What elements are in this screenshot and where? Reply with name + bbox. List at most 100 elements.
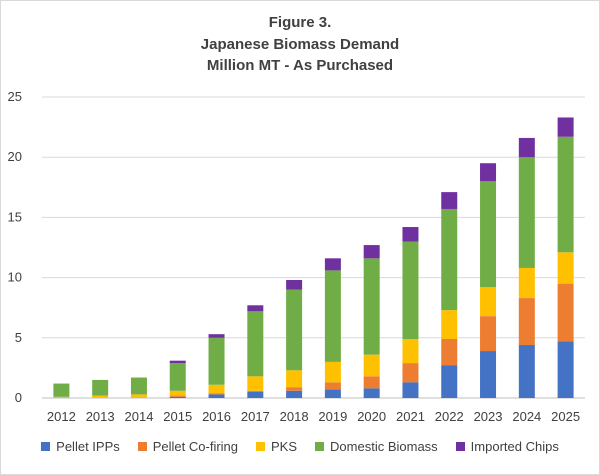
bar-segment-domestic-biomass [363, 258, 380, 355]
y-tick-label: 10 [8, 270, 22, 285]
x-tick-label: 2016 [202, 409, 231, 424]
legend-swatch [455, 442, 465, 451]
bar-segment-pellet-ipps [169, 396, 186, 398]
bar-segment-domestic-biomass [92, 379, 109, 396]
bar-segment-imported-chips [480, 163, 497, 182]
legend-label: Domestic Biomass [330, 439, 438, 454]
bar-segment-domestic-biomass [286, 289, 303, 371]
bar-segment-domestic-biomass [130, 377, 147, 395]
bar-segment-domestic-biomass [402, 241, 419, 340]
x-tick-label: 2023 [474, 409, 503, 424]
bar-segment-domestic-biomass [441, 208, 458, 311]
bar-segment-imported-chips [324, 258, 341, 271]
x-tick-label: 2022 [435, 409, 464, 424]
bar-segment-pellet-co-firing [324, 382, 341, 390]
bar-segment-pellet-co-firing [402, 363, 419, 383]
bar-segment-domestic-biomass [53, 383, 70, 397]
bar-segment-imported-chips [208, 334, 225, 338]
x-tick-label: 2014 [125, 409, 154, 424]
chart-title-line-2: Japanese Biomass Demand [200, 36, 400, 53]
bar-segment-pellet-co-firing [441, 339, 458, 366]
x-tick-label: 2025 [551, 409, 580, 424]
bar-segment-pellet-ipps [324, 389, 341, 398]
bar-segment-pellet-co-firing [286, 387, 303, 391]
bar-segment-pks [441, 310, 458, 340]
bar-segment-imported-chips [518, 137, 535, 158]
bar-segment-pellet-co-firing [557, 283, 574, 342]
legend-swatch [137, 442, 147, 451]
bar-segment-pellet-co-firing [169, 395, 186, 397]
bar-segment-pellet-co-firing [208, 393, 225, 395]
bar-segment-pellet-ipps [402, 382, 419, 398]
bar-segment-pks [92, 395, 109, 398]
bar-segment-pellet-ipps [286, 390, 303, 398]
bar-segment-pellet-co-firing [480, 316, 497, 352]
bar-segment-imported-chips [557, 117, 574, 137]
bar-segment-pellet-ipps [518, 345, 535, 398]
y-tick-label: 5 [15, 330, 22, 345]
bar-segment-pks [324, 361, 341, 383]
bar-segment-pellet-ipps [557, 341, 574, 398]
bar-segment-pks [53, 396, 70, 398]
y-tick-label: 25 [8, 89, 22, 104]
bar-segment-pks [518, 267, 535, 299]
bar-segment-pks [557, 252, 574, 284]
legend-item: Imported Chips [455, 439, 559, 454]
x-tick-label: 2012 [47, 409, 76, 424]
bar-segment-domestic-biomass [169, 363, 186, 391]
bar-segment-domestic-biomass [557, 136, 574, 253]
legend-label: PKS [271, 439, 298, 454]
legend-item: Domestic Biomass [315, 439, 438, 454]
bar-segment-pks [480, 287, 497, 317]
bar-segment-pks [286, 370, 303, 388]
legend-label: Pellet Co-firing [152, 439, 239, 454]
bar-segment-imported-chips [247, 305, 264, 312]
bar-segment-pks [169, 390, 186, 396]
x-tick-label: 2024 [512, 409, 541, 424]
legend-item: Pellet Co-firing [137, 439, 239, 454]
bar-segment-imported-chips [441, 192, 458, 209]
x-tick-label: 2019 [318, 409, 347, 424]
bar-segment-imported-chips [169, 360, 186, 364]
legend-swatch [256, 442, 266, 451]
bar-segment-pks [208, 384, 225, 394]
bar-segment-pellet-ipps [363, 388, 380, 398]
bar-segment-pellet-co-firing [247, 390, 264, 392]
x-tick-label: 2018 [280, 409, 309, 424]
bar-segment-pellet-ipps [208, 394, 225, 398]
legend-swatch [315, 442, 325, 451]
x-tick-label: 2017 [241, 409, 270, 424]
chart-title-line-3: Million MT - As Purchased [206, 57, 394, 74]
x-tick-label: 2021 [396, 409, 425, 424]
x-tick-label: 2020 [357, 409, 386, 424]
legend-label: Imported Chips [470, 439, 559, 454]
bar-segment-pellet-ipps [247, 391, 264, 398]
bar-segment-pks [130, 394, 147, 398]
bar-segment-imported-chips [286, 280, 303, 290]
bar-segment-domestic-biomass [247, 311, 264, 377]
y-tick-label: 0 [15, 390, 22, 405]
bar-segment-domestic-biomass [208, 337, 225, 385]
bar-segment-domestic-biomass [518, 157, 535, 268]
bar-segment-pellet-ipps [441, 365, 458, 398]
bar-segment-imported-chips [363, 245, 380, 259]
legend-label: Pellet IPPs [56, 439, 120, 454]
y-tick-label: 15 [8, 209, 22, 224]
x-tick-label: 2013 [86, 409, 115, 424]
y-tick-label: 20 [8, 149, 22, 164]
bar-segment-imported-chips [402, 227, 419, 242]
x-tick-label: 2015 [163, 409, 192, 424]
legend-item: Pellet IPPs [41, 439, 120, 454]
bar-segment-domestic-biomass [324, 270, 341, 362]
legend-item: PKS [256, 439, 297, 454]
bar-segment-pellet-ipps [480, 351, 497, 398]
chart-title-line-1: Figure 3. [268, 14, 332, 31]
bar-segment-pks [402, 339, 419, 364]
bar-segment-pellet-co-firing [363, 376, 380, 389]
chart-legend: Pellet IPPs Pellet Co-firing PKS Domestic B… [0, 439, 600, 454]
bar-segment-pellet-co-firing [518, 298, 535, 346]
bar-segment-domestic-biomass [480, 181, 497, 288]
bar-segment-pks [247, 376, 264, 391]
legend-swatch [41, 442, 51, 451]
